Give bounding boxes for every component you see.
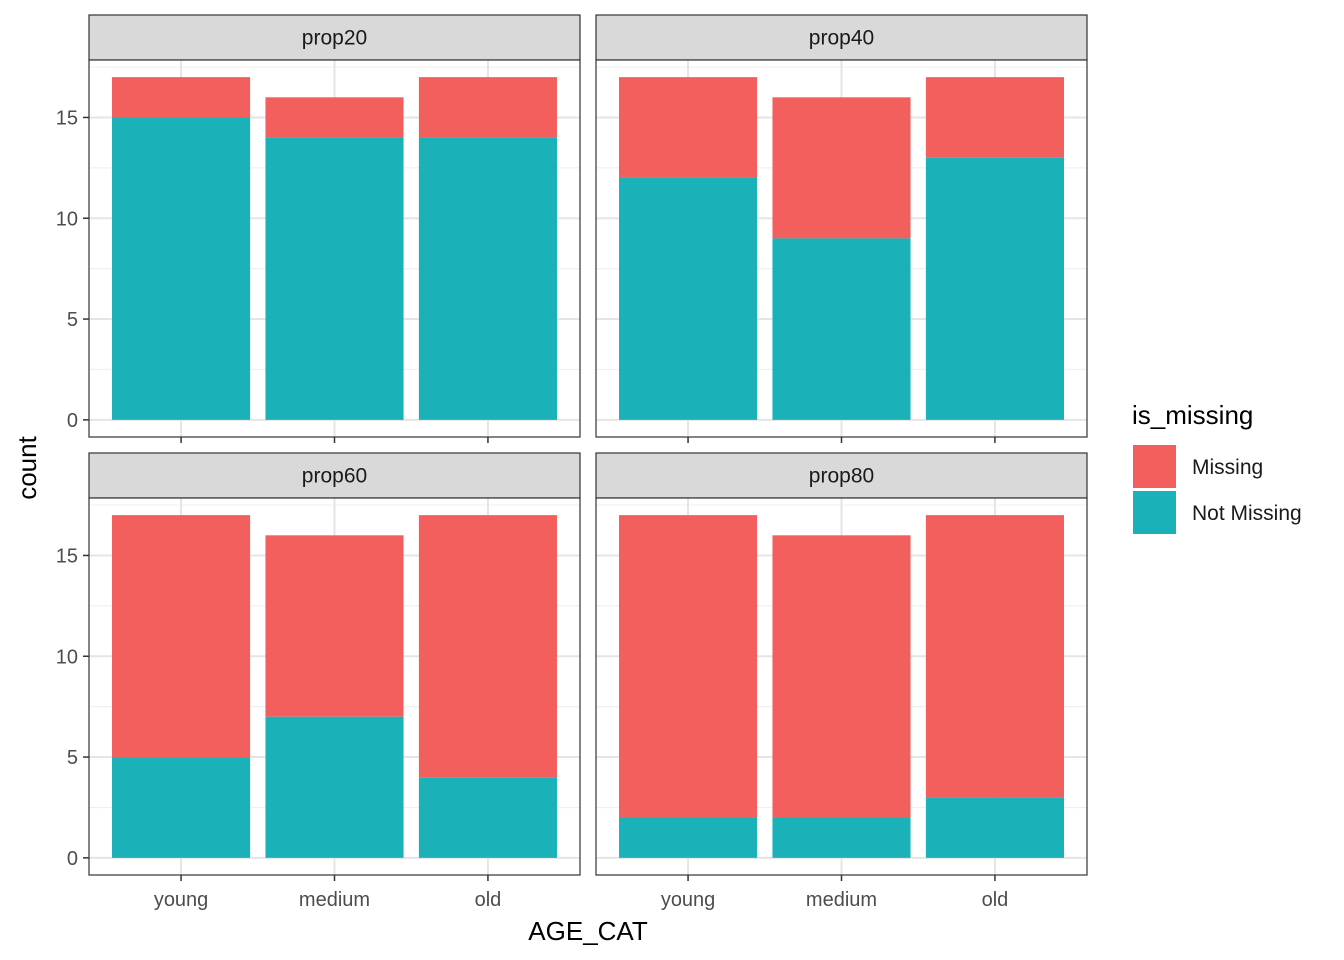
panel-strip [88, 452, 581, 499]
bar-segment-not-missing [925, 797, 1064, 858]
legend-title: is_missing [1132, 400, 1253, 430]
x-tick-label: medium [806, 889, 877, 911]
legend-label-not-missing: Not Missing [1192, 502, 1302, 525]
y-axis-title: count [12, 435, 42, 499]
bar-segment-missing [925, 515, 1064, 798]
y-tick-label: 15 [56, 545, 78, 567]
x-tick-label: medium [299, 889, 370, 911]
panel-title: prop20 [302, 27, 367, 50]
bar-segment-missing [418, 77, 557, 138]
legend-swatch-not-missing [1133, 491, 1176, 534]
y-tick-label: 10 [56, 208, 78, 230]
x-tick-label: young [154, 889, 209, 911]
bar-segment-not-missing [265, 137, 404, 420]
x-tick-label: old [475, 889, 502, 911]
panel-title: prop60 [302, 465, 367, 488]
bar-segment-not-missing [112, 757, 251, 858]
panel-strip [88, 14, 581, 61]
bar-segment-not-missing [772, 817, 911, 858]
bar-segment-missing [772, 535, 911, 818]
bar-segment-not-missing [112, 117, 251, 420]
bar-segment-missing [265, 535, 404, 717]
y-tick-label: 10 [56, 646, 78, 668]
bar-segment-not-missing [418, 777, 557, 858]
bar-segment-missing [925, 77, 1064, 158]
bar-segment-missing [418, 515, 557, 778]
bar-segment-not-missing [772, 238, 911, 420]
panel-strip [595, 452, 1088, 499]
y-tick-label: 0 [67, 410, 78, 432]
bar-segment-missing [112, 515, 251, 758]
bar-segment-not-missing [265, 716, 404, 858]
x-axis-title: AGE_CAT [528, 916, 648, 946]
panel-title: prop80 [809, 465, 874, 488]
bar-segment-not-missing [418, 137, 557, 420]
legend-swatch-missing [1133, 445, 1176, 488]
bar-segment-not-missing [619, 817, 758, 858]
y-tick-label: 15 [56, 107, 78, 129]
y-tick-label: 5 [67, 747, 78, 769]
y-tick-label: 0 [67, 848, 78, 870]
bar-segment-missing [772, 97, 911, 239]
bar-segment-missing [619, 77, 758, 178]
y-tick-label: 5 [67, 309, 78, 331]
panel-strip [595, 14, 1088, 61]
bar-segment-missing [265, 97, 404, 138]
bar-segment-not-missing [619, 177, 758, 420]
legend-label-missing: Missing [1192, 456, 1263, 479]
panel-title: prop40 [809, 27, 874, 50]
bar-segment-not-missing [925, 157, 1064, 420]
bar-segment-missing [619, 515, 758, 818]
x-tick-label: old [982, 889, 1009, 911]
x-tick-label: young [661, 889, 716, 911]
bar-segment-missing [112, 77, 251, 118]
